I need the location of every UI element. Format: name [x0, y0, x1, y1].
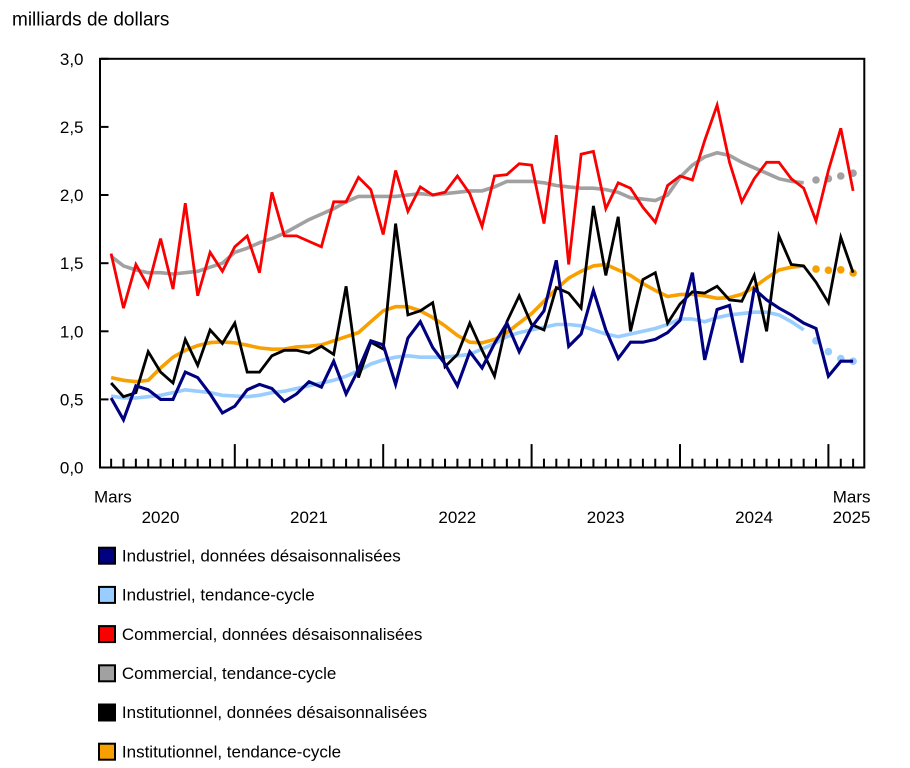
svg-text:2020: 2020 [142, 508, 180, 527]
svg-text:2025: 2025 [833, 508, 871, 527]
svg-text:1,0: 1,0 [60, 322, 84, 341]
svg-text:milliards de dollars: milliards de dollars [12, 10, 169, 31]
svg-text:Institutionnel, données désais: Institutionnel, données désaisonnalisées [122, 703, 427, 722]
svg-text:Industriel, données désaisonna: Industriel, données désaisonnalisées [122, 546, 401, 565]
svg-text:2,5: 2,5 [60, 118, 84, 137]
svg-text:Mars: Mars [833, 488, 871, 507]
svg-text:Institutionnel, tendance-cycle: Institutionnel, tendance-cycle [122, 742, 341, 761]
svg-text:0,0: 0,0 [60, 459, 84, 478]
svg-text:2023: 2023 [587, 508, 625, 527]
svg-text:2022: 2022 [438, 508, 476, 527]
svg-text:2021: 2021 [290, 508, 328, 527]
svg-text:Industriel, tendance-cycle: Industriel, tendance-cycle [122, 586, 315, 605]
svg-text:Commercial, données désaisonna: Commercial, données désaisonnalisées [122, 625, 423, 644]
svg-text:2,0: 2,0 [60, 186, 84, 205]
svg-text:1,5: 1,5 [60, 254, 84, 273]
svg-text:Mars: Mars [94, 488, 132, 507]
svg-text:0,5: 0,5 [60, 390, 84, 409]
svg-text:2024: 2024 [735, 508, 773, 527]
svg-text:Commercial, tendance-cycle: Commercial, tendance-cycle [122, 664, 336, 683]
svg-text:3,0: 3,0 [60, 50, 84, 69]
